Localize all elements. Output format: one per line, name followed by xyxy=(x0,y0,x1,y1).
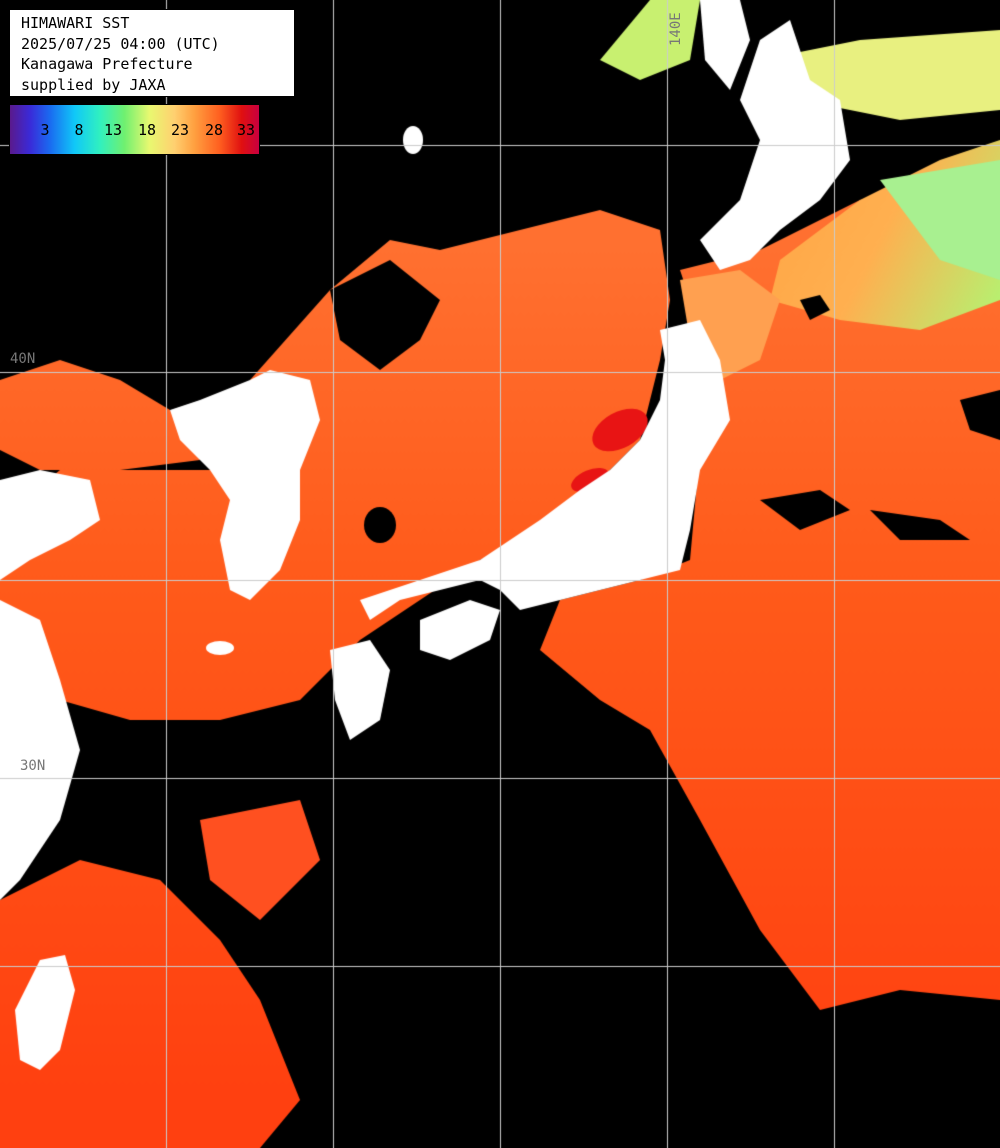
product-title: HIMAWARI SST xyxy=(21,14,130,32)
legend-tick-33: 33 xyxy=(236,121,256,139)
color-scale-legend: 3 8 13 18 23 28 33 xyxy=(9,104,260,155)
longitude-label-140e: 140E xyxy=(668,12,684,46)
latitude-label-30n: 30N xyxy=(20,758,46,774)
title-box: HIMAWARI SST 2025/07/25 04:00 (UTC) Kana… xyxy=(9,9,295,97)
legend-tick-18: 18 xyxy=(137,121,157,139)
supplier-label: supplied by JAXA xyxy=(21,75,166,94)
legend-ticks: 3 8 13 18 23 28 33 xyxy=(10,121,259,141)
latitude-label-40n: 40N xyxy=(10,351,36,367)
legend-tick-23: 23 xyxy=(170,121,190,139)
legend-tick-13: 13 xyxy=(103,121,123,139)
legend-tick-28: 28 xyxy=(204,121,224,139)
legend-tick-8: 8 xyxy=(74,121,84,139)
legend-tick-3: 3 xyxy=(40,121,50,139)
observation-time: 2025/07/25 04:00 (UTC) xyxy=(21,34,220,53)
region-label: Kanagawa Prefecture xyxy=(21,55,193,73)
